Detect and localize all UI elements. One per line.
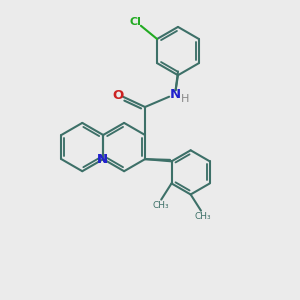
Text: CH₃: CH₃ [195,212,211,221]
Text: N: N [97,153,108,166]
Text: N: N [97,153,108,166]
Text: N: N [170,88,181,101]
Text: CH₃: CH₃ [152,201,169,210]
Text: Cl: Cl [130,17,142,27]
Text: O: O [112,89,123,102]
Text: H: H [181,94,190,104]
